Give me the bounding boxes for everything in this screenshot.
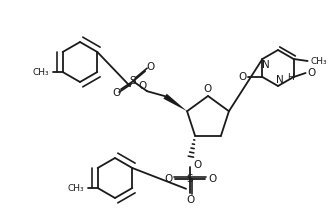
- Text: CH₃: CH₃: [67, 183, 84, 192]
- Text: S: S: [187, 174, 194, 184]
- Text: O: O: [208, 174, 216, 184]
- Text: H: H: [287, 73, 293, 81]
- Text: S: S: [130, 76, 136, 86]
- Text: O: O: [164, 174, 172, 184]
- Text: O: O: [193, 160, 201, 170]
- Text: O: O: [146, 62, 154, 72]
- Text: CH₃: CH₃: [32, 68, 49, 77]
- Text: O: O: [112, 88, 120, 98]
- Text: N: N: [261, 60, 269, 70]
- Text: O: O: [186, 195, 194, 205]
- Text: O: O: [238, 72, 247, 82]
- Text: N: N: [276, 75, 284, 85]
- Text: O: O: [138, 81, 146, 91]
- Text: CH₃: CH₃: [310, 57, 327, 66]
- Polygon shape: [163, 94, 187, 111]
- Text: O: O: [204, 84, 212, 94]
- Text: O: O: [307, 68, 316, 78]
